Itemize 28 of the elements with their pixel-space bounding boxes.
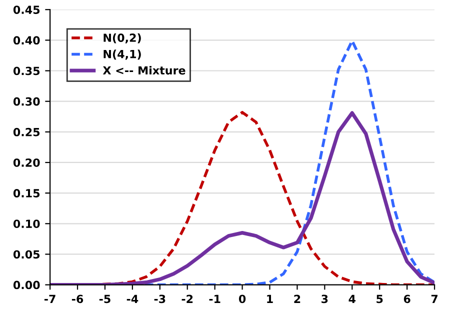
x-tick-label: 5 xyxy=(376,294,383,304)
x-tick-label: 3 xyxy=(322,294,328,304)
y-tick-label: 0.10 xyxy=(13,220,40,228)
y-tick-label: 0.30 xyxy=(13,97,40,106)
x-tick-label: -7 xyxy=(44,294,56,303)
y-tick-label: 0.45 xyxy=(13,6,40,14)
y-tick-label: 0.40 xyxy=(13,36,40,45)
x-tick-label: -5 xyxy=(99,294,110,304)
x-tick-label: 7 xyxy=(431,294,438,303)
y-tick-label: 0.00 xyxy=(13,280,40,290)
x-tick-label: -6 xyxy=(72,294,84,304)
x-tick-label: 0 xyxy=(238,294,246,304)
x-tick-label: 1 xyxy=(267,294,273,303)
y-tick-label: 0.20 xyxy=(13,158,40,167)
legend-label: X <-- Mixture xyxy=(102,66,186,75)
legend-label: N(0,2) xyxy=(104,33,141,44)
y-tick-label: 0.35 xyxy=(13,66,40,76)
y-tick-label: 0.25 xyxy=(13,128,40,136)
x-tick-label: 4 xyxy=(348,294,356,303)
x-tick-label: -3 xyxy=(154,294,166,304)
x-tick-label: 6 xyxy=(404,294,410,304)
x-tick-label: 2 xyxy=(294,294,300,303)
x-tick-label: -1 xyxy=(209,294,220,303)
y-tick-label: 0.05 xyxy=(13,250,40,259)
y-tick-label: 0.15 xyxy=(13,189,40,198)
x-tick-label: -4 xyxy=(126,294,138,303)
legend-label: N(4,1) xyxy=(104,50,141,60)
x-tick-label: -2 xyxy=(182,294,193,303)
